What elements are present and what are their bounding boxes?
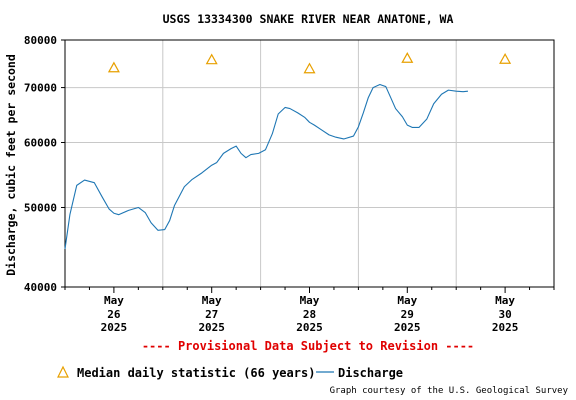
median-marker [499,52,512,64]
legend: Median daily statistic (66 years) Discha… [57,365,403,380]
y-tick-label: 70000 [24,82,57,95]
y-tick-label: 60000 [24,137,57,150]
x-tick-label-year: 2025 [101,321,128,334]
series-layer [64,52,512,250]
x-tick-label-day: 28 [303,308,316,321]
legend-discharge-label: Discharge [338,366,403,380]
x-tick-label-day: 26 [107,308,121,321]
x-tick-label-day: 29 [401,308,414,321]
x-tick-label-year: 2025 [296,321,323,334]
median-marker [303,62,316,74]
provisional-data-note: ---- Provisional Data Subject to Revisio… [142,339,474,353]
x-tick-label-year: 2025 [492,321,519,334]
x-tick-label-month: May [397,294,417,307]
median-marker [401,52,414,63]
x-tick-label-month: May [300,294,320,307]
x-axis-ticks: May262025May272025May282025May292025May3… [64,287,555,334]
y-tick-label: 80000 [24,34,57,47]
y-axis-ticks: 40000 50000 60000 70000 80000 [24,34,65,294]
x-tick-label-day: 27 [205,308,218,321]
median-marker [205,53,218,65]
gridlines [65,40,554,287]
y-tick-label: 40000 [24,281,57,294]
median-marker [107,61,120,73]
discharge-series-line [64,83,468,250]
y-tick-label: 50000 [24,201,57,214]
x-tick-label-year: 2025 [198,321,225,334]
graph-credit: Graph courtesy of the U.S. Geological Su… [330,386,569,396]
x-tick-label-month: May [104,294,124,307]
x-tick-label-month: May [495,294,515,307]
legend-median-marker [57,365,69,378]
chart-title: USGS 13334300 SNAKE RIVER NEAR ANATONE, … [163,12,454,26]
y-axis-label: Discharge, cubic feet per second [4,54,18,276]
x-tick-label-year: 2025 [394,321,421,334]
legend-median-label: Median daily statistic (66 years) [77,366,315,380]
x-tick-label-month: May [202,294,222,307]
x-tick-label-day: 30 [498,308,511,321]
